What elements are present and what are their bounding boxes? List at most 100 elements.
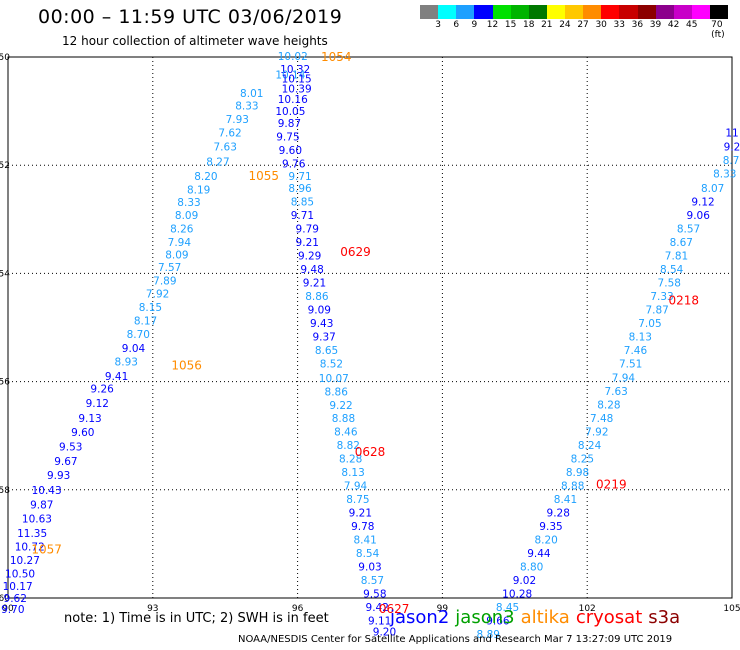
wave-height-label: 9.44 xyxy=(527,548,551,560)
wave-height-label: 8.54 xyxy=(356,548,380,560)
wave-height-label: 7.05 xyxy=(638,318,661,330)
wave-height-label: 9.29 xyxy=(298,251,321,263)
wave-height-label: 9.48 xyxy=(300,264,323,276)
color-swatch xyxy=(492,5,511,19)
wave-height-label: 9.53 xyxy=(59,442,82,454)
wave-height-label: 8.96 xyxy=(288,183,312,195)
color-scale-label: 42 xyxy=(667,20,680,30)
color-swatch xyxy=(691,5,710,19)
wave-height-label: 8.45 xyxy=(496,602,519,614)
wave-height-label: 8.07 xyxy=(701,183,724,195)
wave-height-label: 10.50 xyxy=(5,569,35,581)
wave-height-label: 8.98 xyxy=(566,467,589,479)
color-swatch xyxy=(420,5,439,19)
wave-height-label: 8.57 xyxy=(677,223,700,235)
wave-height-label: 10.43 xyxy=(32,485,62,497)
wave-height-label: 8.54 xyxy=(660,264,684,276)
wave-height-label: 10.07 xyxy=(319,373,349,385)
pass-time-label: 1056 xyxy=(171,358,202,372)
wave-height-label: 10.39 xyxy=(282,83,312,95)
wave-height-label: 10.16 xyxy=(278,94,308,106)
pass-time-label: 0628 xyxy=(355,445,386,459)
wave-height-label: 8.86 xyxy=(305,291,329,303)
map-title: 00:00 – 11:59 UTC 03/06/2019 xyxy=(38,6,343,28)
pass-time-label: 1057 xyxy=(31,542,62,556)
wave-height-label: 9.41 xyxy=(105,371,128,383)
wave-height-label: 7.48 xyxy=(590,413,613,425)
wave-height-label: 8.15 xyxy=(139,302,162,314)
wave-height-label: 8.09 xyxy=(165,249,188,261)
wave-height-label: 9.35 xyxy=(539,521,562,533)
wave-height-label: 9.04 xyxy=(122,343,146,355)
y-tick-label: -58 xyxy=(0,486,10,496)
wave-height-label: 10.72 xyxy=(15,542,45,554)
wave-height-label: 8.33 xyxy=(177,197,200,209)
wave-height-label: 8.89 xyxy=(477,629,500,641)
wave-height-label: 8.24 xyxy=(578,440,602,452)
wave-height-label: 8.57 xyxy=(361,575,384,587)
color-scale-label: 18 xyxy=(522,20,535,30)
wave-height-label: 11.35 xyxy=(17,528,47,540)
wave-height-label: 9.21 xyxy=(349,508,372,520)
legend-item-altika: altika xyxy=(520,607,570,628)
wave-height-label: 8.13 xyxy=(629,332,652,344)
wave-height-label: 9.20 xyxy=(373,627,396,639)
wave-height-label: 9.11 xyxy=(368,616,391,628)
color-swatch xyxy=(601,5,620,19)
footer-credit: NOAA/NESDIS Center for Satellite Applica… xyxy=(238,634,673,645)
pass-time-label: 0218 xyxy=(668,293,699,307)
wave-height-label: 10.05 xyxy=(275,106,305,118)
map-subtitle: 12 hour collection of altimeter wave hei… xyxy=(62,34,328,48)
wave-height-label: 7.62 xyxy=(218,128,241,140)
color-swatch xyxy=(637,5,656,19)
color-scale-label: 30 xyxy=(595,20,607,30)
wave-height-label: 9.42 xyxy=(366,602,389,614)
wave-height-label: 8.27 xyxy=(206,156,229,168)
wave-height-label: 8.70 xyxy=(723,155,740,167)
legend-item-jason2: jason2 xyxy=(390,607,450,628)
wave-height-label: 8.33 xyxy=(235,101,258,113)
wave-height-label: 9.93 xyxy=(47,470,70,482)
color-scale-label: 3 xyxy=(435,20,441,30)
wave-height-label: 7.63 xyxy=(214,141,237,153)
wave-height-label: 8.19 xyxy=(187,185,210,197)
wave-height-label: 9.70 xyxy=(1,604,24,616)
color-scale-label: 21 xyxy=(541,20,553,30)
wave-height-label: 7.92 xyxy=(146,288,169,300)
note-text: note: 1) Time is in UTC; 2) SWH is in fe… xyxy=(64,611,329,626)
wave-height-label: 7.94 xyxy=(344,480,368,492)
wave-height-label: 8.86 xyxy=(325,386,349,398)
pass-time-label: 0219 xyxy=(596,477,627,491)
wave-height-label: 8.28 xyxy=(597,399,620,411)
wave-height-label: 9.79 xyxy=(296,223,319,235)
wave-height-label: 8.09 xyxy=(175,210,198,222)
wave-height-label: 9.58 xyxy=(363,589,386,601)
legend-item-cryosat: cryosat xyxy=(575,607,643,628)
wave-height-label: 9.71 xyxy=(291,210,314,222)
color-swatch xyxy=(438,5,457,19)
wave-height-label: 8.67 xyxy=(670,237,693,249)
wave-height-label: 7.63 xyxy=(604,386,627,398)
y-tick-label: -52 xyxy=(0,161,10,171)
color-swatch xyxy=(510,5,529,19)
wave-height-label: 9.76 xyxy=(282,159,306,171)
color-scale-label: 33 xyxy=(613,20,626,30)
legend-item-jason3: jason3 xyxy=(455,607,515,628)
wave-height-label: 8.85 xyxy=(291,196,314,208)
wave-height-label: 9.60 xyxy=(71,427,94,439)
pass-time-label: 0629 xyxy=(340,245,371,259)
color-scale-label: 39 xyxy=(649,20,662,30)
wave-height-label: 8.46 xyxy=(334,426,358,438)
pass-time-label: 1055 xyxy=(249,169,280,183)
color-swatch xyxy=(710,5,729,19)
wave-height-label: 8.01 xyxy=(240,88,263,100)
color-swatch xyxy=(619,5,638,19)
y-tick-label: -56 xyxy=(0,378,10,388)
color-swatch xyxy=(456,5,475,19)
x-tick-label: 105 xyxy=(723,604,740,614)
y-tick-label: -54 xyxy=(0,269,10,279)
wave-height-label: 10.15 xyxy=(282,74,312,86)
wave-height-label: 8.70 xyxy=(127,329,150,341)
map-frame xyxy=(7,56,733,599)
color-swatch xyxy=(474,5,493,19)
